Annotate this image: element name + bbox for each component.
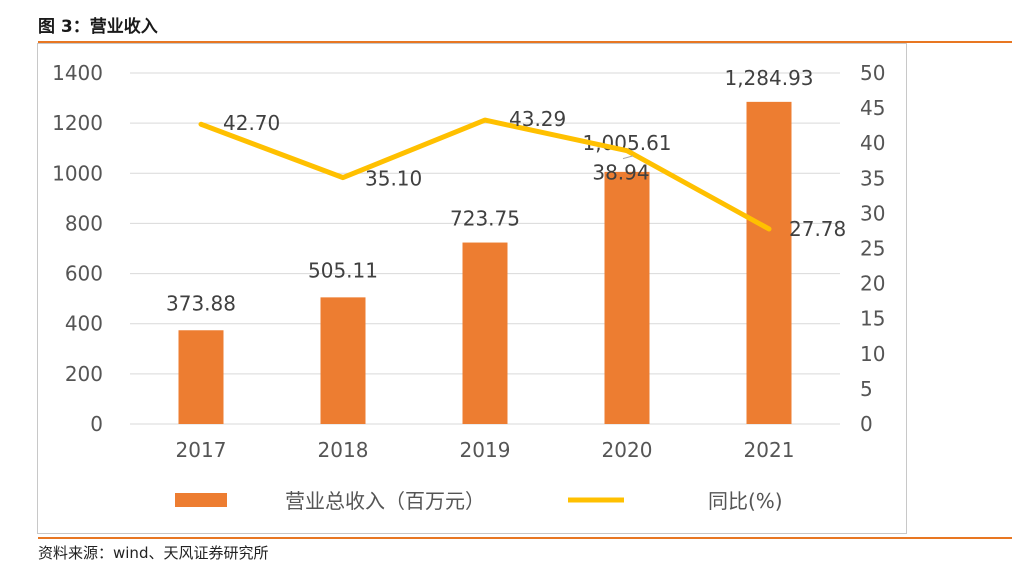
bar-data-label: 1,284.93 bbox=[724, 66, 813, 90]
x-tick-label: 2017 bbox=[176, 438, 227, 462]
y-right-tick-label: 0 bbox=[860, 412, 873, 436]
legend-label-line: 同比(%) bbox=[708, 489, 783, 513]
y-axis-left: 0 200 400 600 800 1000 1200 1400 bbox=[52, 61, 103, 436]
y-right-tick-label: 15 bbox=[860, 307, 885, 331]
bar-data-label: 723.75 bbox=[450, 207, 520, 231]
bar bbox=[604, 171, 650, 424]
y-right-tick-label: 50 bbox=[860, 61, 885, 85]
bar bbox=[746, 101, 792, 424]
y-left-tick-label: 200 bbox=[65, 362, 103, 386]
legend: 营业总收入（百万元） 同比(%) bbox=[175, 489, 783, 513]
top-rule bbox=[38, 41, 1012, 43]
line-point bbox=[625, 148, 629, 153]
y-axis-right: 0 5 10 15 20 25 30 35 40 45 50 bbox=[860, 61, 885, 436]
y-right-tick-label: 35 bbox=[860, 166, 885, 190]
line-point bbox=[483, 118, 487, 123]
x-tick-label: 2020 bbox=[602, 438, 653, 462]
leader-line bbox=[622, 155, 634, 160]
y-right-tick-label: 45 bbox=[860, 96, 885, 120]
line-data-label: 42.70 bbox=[223, 111, 280, 135]
y-right-tick-label: 20 bbox=[860, 272, 885, 296]
chart-frame bbox=[37, 43, 907, 534]
y-right-tick-label: 10 bbox=[860, 342, 885, 366]
line-data-label: 43.29 bbox=[509, 107, 566, 131]
x-axis: 2017 2018 2019 2020 2021 bbox=[176, 438, 795, 462]
x-tick-label: 2021 bbox=[744, 438, 795, 462]
y-left-tick-label: 1400 bbox=[52, 61, 103, 85]
y-right-tick-label: 25 bbox=[860, 237, 885, 261]
line-series bbox=[198, 117, 772, 232]
source-note: 资料来源：wind、天风证券研究所 bbox=[38, 544, 269, 562]
bottom-rule bbox=[38, 537, 1012, 539]
y-right-tick-label: 5 bbox=[860, 377, 873, 401]
figure-title: 图 3：营业收入 bbox=[38, 17, 158, 37]
y-right-tick-label: 40 bbox=[860, 131, 885, 155]
legend-label-bar: 营业总收入（百万元） bbox=[285, 489, 485, 513]
y-left-tick-label: 800 bbox=[65, 211, 103, 235]
bar bbox=[178, 330, 224, 424]
y-left-tick-label: 1000 bbox=[52, 161, 103, 185]
line-point bbox=[341, 175, 345, 180]
x-tick-label: 2019 bbox=[460, 438, 511, 462]
line-point bbox=[199, 122, 203, 127]
y-left-tick-label: 1200 bbox=[52, 111, 103, 135]
x-tick-label: 2018 bbox=[318, 438, 369, 462]
legend-swatch-bar bbox=[175, 493, 227, 507]
line-data-label: 35.10 bbox=[365, 167, 422, 191]
bar-data-label: 505.11 bbox=[308, 258, 378, 282]
line-data-label: 38.94 bbox=[592, 161, 649, 185]
line-data-labels: 42.70 35.10 43.29 38.94 27.78 bbox=[223, 107, 846, 241]
line-data-label: 27.78 bbox=[789, 217, 846, 241]
y-right-tick-label: 30 bbox=[860, 201, 885, 225]
line-point bbox=[767, 226, 771, 231]
y-left-tick-label: 0 bbox=[90, 412, 103, 436]
y-left-tick-label: 400 bbox=[65, 312, 103, 336]
bar-data-label: 373.88 bbox=[166, 291, 236, 315]
gridlines bbox=[130, 72, 840, 425]
y-left-tick-label: 600 bbox=[65, 262, 103, 286]
bar bbox=[462, 242, 508, 424]
bar bbox=[320, 297, 366, 424]
bar-series bbox=[178, 101, 792, 424]
